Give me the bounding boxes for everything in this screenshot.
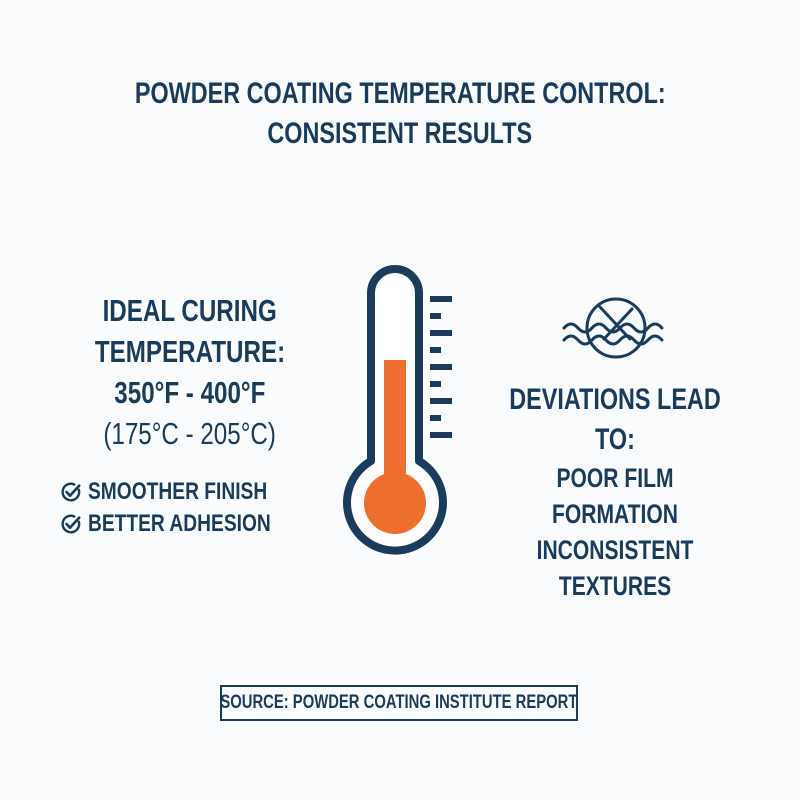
ideal-heading-line-1: IDEAL CURING (102, 293, 278, 328)
benefit-item: BETTER ADHESION (60, 508, 316, 540)
ideal-temperature-block: IDEAL CURING TEMPERATURE: 350°F - 400°F … (60, 290, 320, 454)
thermometer-scale-ticks (430, 296, 452, 438)
page-title: POWDER COATING TEMPERATURE CONTROL: CONS… (0, 74, 800, 154)
source-label: SOURCE: POWDER COATING INSTITUTE REPORT (220, 692, 578, 713)
benefits-list: SMOOTHER FINISH BETTER ADHESION (60, 476, 316, 540)
wavy-surface-crossed-icon (562, 297, 664, 359)
deviations-block: DEVIATIONS LEAD TO: POOR FILM FORMATION … (470, 380, 760, 604)
benefit-label: BETTER ADHESION (88, 510, 271, 537)
title-line-2: CONSISTENT RESULTS (267, 117, 533, 150)
fahrenheit-range: 350°F - 400°F (114, 375, 266, 410)
ideal-heading-line-2: TEMPERATURE: (94, 334, 286, 369)
benefit-label: SMOOTHER FINISH (88, 478, 268, 505)
check-circle-icon (61, 514, 81, 534)
source-box: SOURCE: POWDER COATING INSTITUTE REPORT (220, 685, 578, 721)
deviation-item: POOR FILM FORMATION (552, 463, 678, 529)
celsius-range: (175°C - 205°C) (103, 416, 277, 451)
check-circle-icon (61, 482, 81, 502)
title-line-1: POWDER COATING TEMPERATURE CONTROL: (134, 77, 666, 110)
deviations-heading: DEVIATIONS LEAD TO: (509, 383, 721, 456)
benefit-item: SMOOTHER FINISH (60, 476, 316, 508)
deviation-item: INCONSISTENT TEXTURES (536, 535, 694, 601)
